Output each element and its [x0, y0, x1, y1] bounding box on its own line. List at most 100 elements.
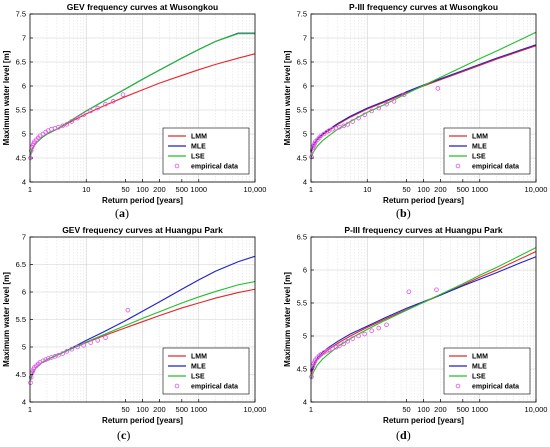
x-tick-label: 10 [82, 185, 90, 194]
panel-label-a: (a) [115, 206, 129, 220]
data-point [341, 123, 346, 129]
data-point [81, 112, 86, 118]
data-point [60, 123, 65, 129]
data-point [384, 101, 389, 107]
y-tick-label: 4.5 [297, 154, 307, 163]
legend-entry: MLE [472, 364, 487, 371]
series-line-LSE [310, 247, 537, 380]
x-tick-label: 500 [176, 405, 189, 414]
data-point [103, 101, 108, 107]
data-point [75, 115, 80, 121]
data-point [75, 344, 80, 350]
legend: LMM MLE LSE empirical data [162, 127, 250, 175]
series-empirical-data [28, 307, 131, 386]
x-tick-label: 100 [417, 185, 430, 194]
y-tick-label: 6 [303, 82, 307, 91]
data-point [406, 289, 412, 295]
y-tick-label: 6.5 [16, 260, 26, 269]
x-tick-label: 100 [136, 405, 149, 414]
x-tick-label: 1 [309, 185, 313, 194]
legend-entry: LMM [472, 134, 488, 141]
x-tick-label: 100 [136, 185, 149, 194]
legend: LMM MLE LSE empirical data [443, 127, 531, 175]
x-tick-label: 50 [121, 405, 129, 414]
data-point [369, 328, 375, 334]
data-point [103, 335, 108, 340]
y-tick-label: 4 [303, 398, 307, 407]
y-tick-label: 5.5 [16, 315, 26, 324]
data-point [350, 336, 355, 341]
panel-b-letter: b [400, 206, 407, 220]
y-tick-label: 4.5 [16, 154, 26, 163]
chart-panel-c: 1 50 100 200 500 1000 10,000 4 4.5 5 5.5 6 6.5 7 GEV f… [2, 225, 266, 425]
y-tick-label: 5.5 [297, 299, 307, 308]
legend-entry: empirical data [472, 164, 519, 171]
x-tick-label: 500 [176, 185, 189, 194]
y-tick-label: 5 [303, 332, 307, 341]
data-point [309, 154, 314, 160]
legend-entry: LMM [191, 354, 207, 361]
y-tick-label: 4 [22, 178, 26, 187]
x-tick-label: 10,000 [244, 405, 267, 414]
data-point [30, 368, 36, 374]
data-point [120, 92, 126, 97]
legend-entry: MLE [472, 144, 487, 151]
data-point [369, 108, 375, 114]
legend-entry: MLE [191, 364, 206, 371]
y-tick-label: 7.5 [297, 10, 307, 19]
series-line-MLE [310, 44, 537, 151]
x-tick-label: 1 [28, 185, 32, 194]
data-point [40, 358, 46, 364]
panel-d-letter: d [400, 428, 407, 442]
data-point [324, 348, 329, 354]
x-tick-label: 10,000 [244, 185, 267, 194]
data-point [337, 343, 342, 349]
data-point [43, 357, 48, 362]
panel-c-letter: c [121, 428, 127, 442]
y-tick-label: 4 [22, 398, 26, 407]
legend-entry: empirical data [472, 384, 519, 391]
x-tick-label: 200 [153, 405, 166, 414]
legend-swatch [174, 163, 180, 169]
y-tick-label: 5.5 [16, 106, 26, 115]
legend-entry: LSE [472, 374, 486, 381]
x-tick-label: 500 [457, 405, 470, 414]
legend-swatch [455, 163, 461, 169]
x-tick-label: 50 [121, 185, 129, 194]
legend-entry: LSE [472, 154, 486, 161]
x-tick-label: 1000 [190, 185, 207, 194]
data-point [321, 350, 327, 355]
data-point [28, 380, 33, 386]
legend: LMM MLE LSE empirical data [443, 347, 531, 395]
data-point [435, 86, 441, 91]
y-tick-label: 5 [22, 343, 26, 352]
y-tick-label: 6 [22, 82, 26, 91]
data-point [376, 105, 382, 111]
data-point [60, 351, 65, 356]
data-point [64, 122, 70, 127]
x-tick-label: 10,000 [525, 405, 548, 414]
panel-a-letter: a [119, 206, 125, 220]
panel-label-b: (b) [396, 206, 411, 220]
legend-entry: LMM [191, 134, 207, 141]
chart-title: P-III frequency curves at Wusongkou [349, 2, 498, 12]
data-point [356, 333, 361, 339]
data-point [95, 105, 101, 111]
chart-title: P-III frequency curves at Huangpu Park [344, 225, 503, 235]
y-tick-label: 5 [22, 130, 26, 139]
chart-panel-b: 1 10 50 100 200 500 1000 10,000 4 4.5 5 5.5 6 6.5 7 7.5… [283, 2, 547, 205]
y-tick-label: 7 [303, 34, 307, 43]
data-point [341, 341, 346, 347]
data-point [88, 340, 94, 345]
x-tick-label: 200 [153, 185, 166, 194]
data-point [401, 92, 407, 97]
y-tick-label: 6 [22, 288, 26, 297]
data-point [56, 352, 61, 358]
x-axis-label: Return period [years] [102, 416, 183, 425]
x-tick-label: 50 [402, 185, 410, 194]
y-axis-label: Maximum water level [m] [283, 272, 292, 367]
data-point [350, 119, 355, 124]
data-point [69, 119, 74, 124]
x-tick-label: 1 [28, 405, 32, 414]
